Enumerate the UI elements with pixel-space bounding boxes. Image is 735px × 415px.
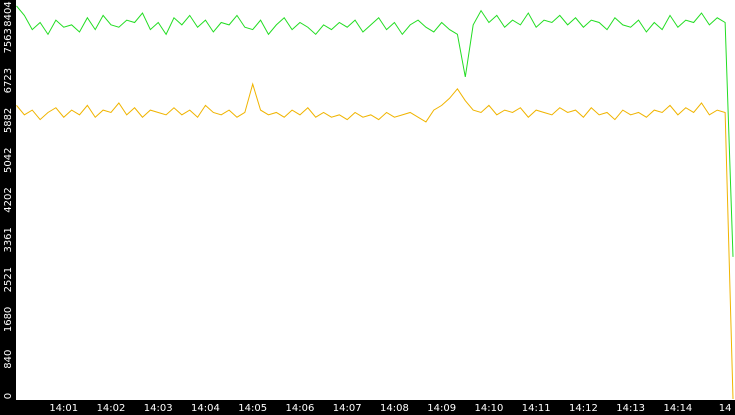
x-tick-label: 14:04 bbox=[191, 403, 220, 414]
x-tick-label: 14:11 bbox=[522, 403, 551, 414]
y-tick-label: 3361 bbox=[3, 227, 14, 252]
x-tick-label: 14 bbox=[719, 403, 732, 414]
x-tick-label: 14:03 bbox=[144, 403, 173, 414]
x-tick-label: 14:08 bbox=[380, 403, 409, 414]
x-tick-label: 14:12 bbox=[569, 403, 598, 414]
y-tick-label: 0 bbox=[3, 393, 14, 399]
y-tick-label: 5042 bbox=[3, 147, 14, 172]
y-tick-label: 2521 bbox=[3, 267, 14, 292]
y-tick-label: 4202 bbox=[3, 187, 14, 212]
y-axis-band bbox=[0, 0, 16, 415]
x-tick-label: 14:09 bbox=[427, 403, 456, 414]
x-tick-label: 14:07 bbox=[333, 403, 362, 414]
x-tick-label: 14:13 bbox=[616, 403, 645, 414]
x-tick-label: 14:10 bbox=[475, 403, 504, 414]
x-tick-label: 14:02 bbox=[97, 403, 126, 414]
x-tick-label: 14:01 bbox=[49, 403, 78, 414]
x-tick-label: 14:14 bbox=[663, 403, 692, 414]
y-tick-label: 840 bbox=[3, 350, 14, 369]
y-tick-label: 7563 bbox=[3, 28, 14, 53]
y-tick-label: 6723 bbox=[3, 68, 14, 93]
y-tick-label: 1680 bbox=[3, 307, 14, 332]
series-line bbox=[16, 5, 734, 257]
x-tick-label: 14:06 bbox=[286, 403, 315, 414]
x-tick-label: 14:05 bbox=[238, 403, 267, 414]
x-axis-band bbox=[0, 400, 735, 415]
series-line bbox=[16, 82, 734, 400]
y-tick-label: 8404 bbox=[3, 1, 14, 26]
y-tick-label: 5882 bbox=[3, 108, 14, 133]
